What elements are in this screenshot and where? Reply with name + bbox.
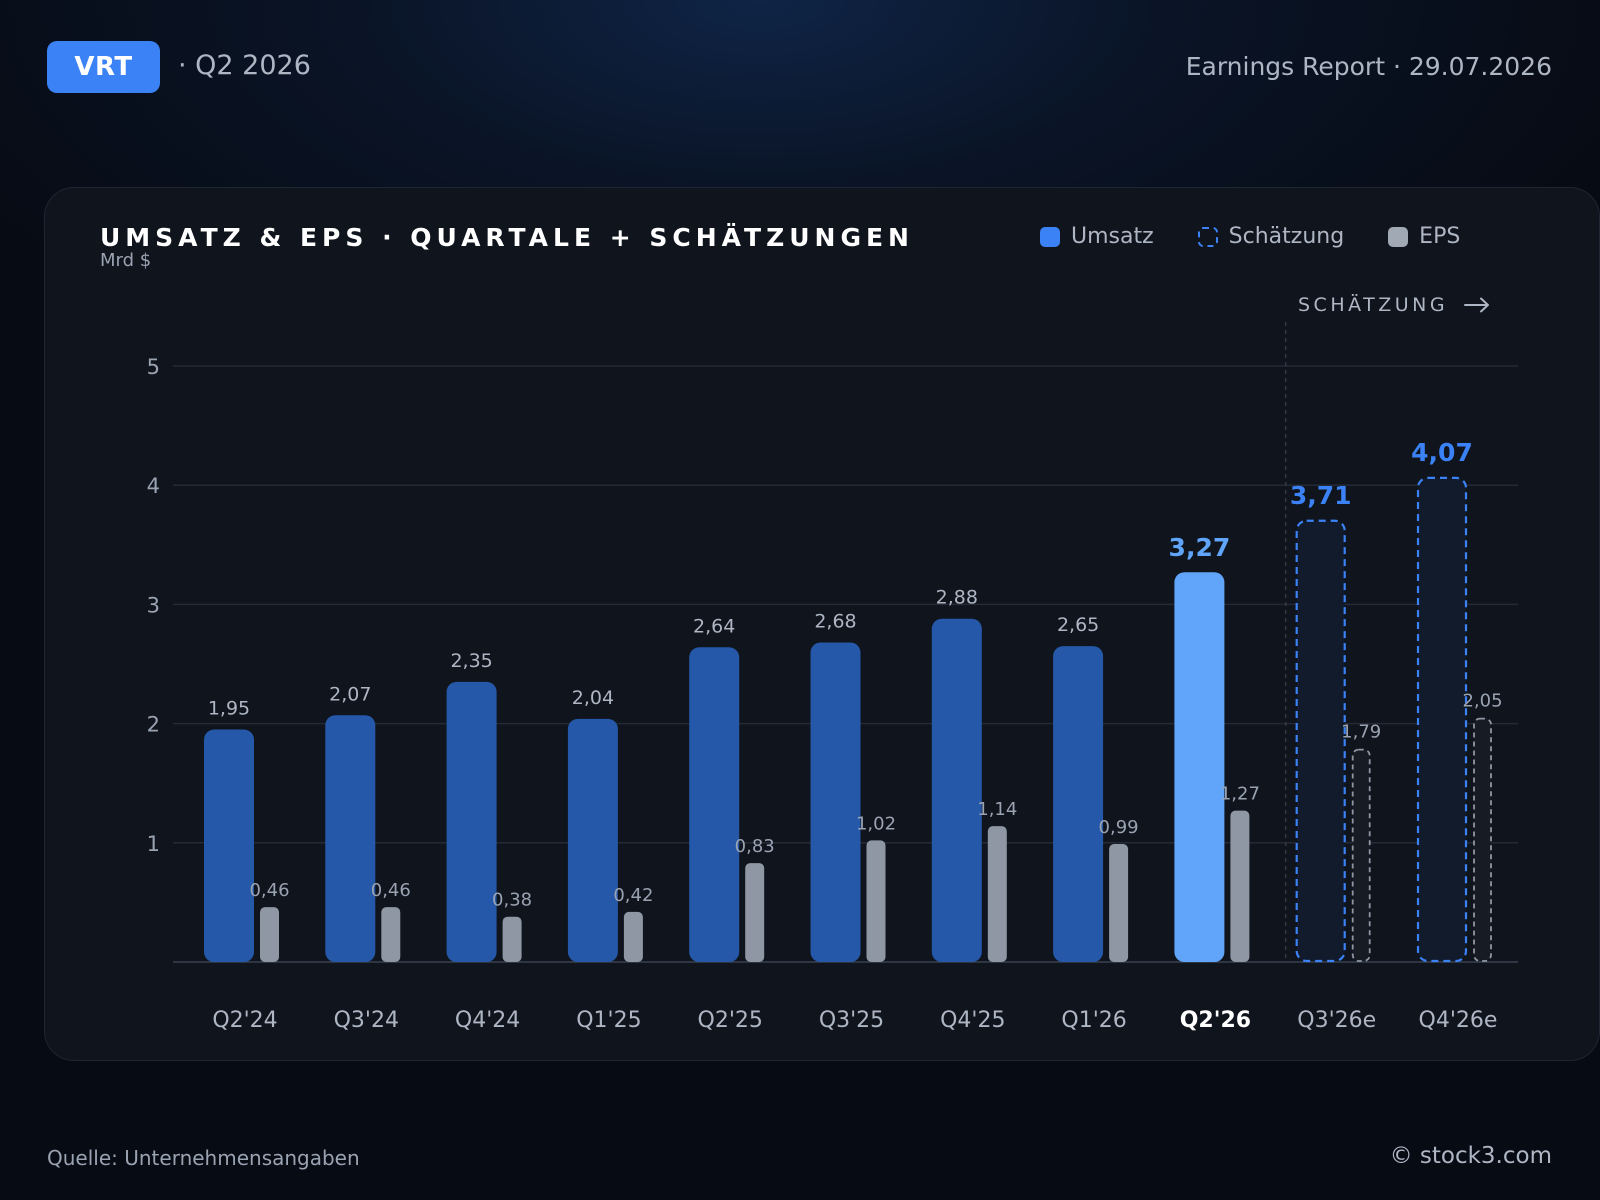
chart-legend: Umsatz Schätzung EPS [1040, 224, 1460, 249]
revenue-bar [810, 642, 861, 962]
legend-item-umsatz: Umsatz [1040, 224, 1154, 249]
revenue-bar [567, 718, 618, 962]
revenue-value-label: 4,07 [1411, 438, 1473, 467]
legend-item-eps: EPS [1388, 224, 1460, 249]
eps-value-label: 2,05 [1462, 691, 1502, 712]
legend-label-umsatz: Umsatz [1071, 224, 1154, 249]
revenue-value-label: 2,68 [814, 611, 856, 633]
chart-title: UMSATZ & EPS · QUARTALE + SCHÄTZUNGEN [100, 223, 914, 252]
chart-unit: Mrd $ [100, 250, 152, 271]
eps-bar [260, 907, 279, 962]
eps-value-label: 0,83 [735, 836, 775, 857]
eps-value-label: 1,27 [1220, 784, 1260, 805]
revenue-value-label: 2,88 [936, 587, 978, 609]
eps-bar-estimate [1473, 717, 1492, 962]
x-tick-label: Q3'24 [334, 1008, 399, 1033]
revenue-bar [689, 647, 740, 962]
eps-value-label: 0,42 [613, 885, 653, 906]
x-tick-label: Q4'25 [940, 1008, 1005, 1033]
eps-bar [987, 826, 1007, 962]
revenue-bar [446, 681, 497, 962]
x-tick-label: Q3'25 [819, 1008, 884, 1033]
eps-value-label: 1,14 [977, 799, 1017, 820]
eps-value-label: 0,99 [1099, 817, 1139, 838]
eps-value-label: 1,79 [1341, 722, 1381, 743]
eps-bar [1230, 810, 1250, 962]
x-tick-label: Q3'26e [1297, 1008, 1376, 1033]
x-tick-label: Q2'26 [1180, 1008, 1251, 1033]
revenue-value-label: 2,04 [572, 687, 614, 709]
eps-bar-estimate [1351, 748, 1371, 962]
legend-swatch-schaetzung [1197, 226, 1218, 247]
y-tick-label: 3 [147, 593, 160, 617]
eps-bar [623, 911, 643, 962]
revenue-bar [931, 618, 982, 962]
revenue-bar [204, 729, 254, 962]
legend-swatch-umsatz [1040, 226, 1060, 247]
x-tick-label: Q4'24 [455, 1008, 520, 1033]
eps-value-label: 0,46 [249, 880, 289, 901]
revenue-bar [1053, 646, 1104, 962]
eps-bar [866, 840, 886, 962]
report-date: Earnings Report · 29.07.2026 [1185, 52, 1552, 81]
legend-swatch-eps [1388, 226, 1409, 247]
eps-bar [745, 863, 765, 962]
revenue-value-label: 2,65 [1057, 614, 1099, 636]
revenue-value-label: 2,35 [450, 650, 492, 672]
revenue-bar [325, 715, 376, 962]
eps-value-label: 0,46 [371, 880, 411, 901]
y-tick-label: 4 [147, 474, 160, 498]
x-tick-label: Q1'25 [576, 1008, 641, 1033]
y-tick-label: 1 [147, 832, 160, 856]
y-tick-label: 5 [147, 355, 160, 379]
x-tick-label: Q1'26 [1061, 1008, 1126, 1033]
source-note: Quelle: Unternehmensangaben [47, 1146, 360, 1170]
revenue-bar-estimate [1295, 519, 1346, 963]
revenue-value-label: 3,71 [1290, 481, 1352, 510]
x-tick-label: Q2'24 [212, 1008, 277, 1033]
legend-item-schaetzung: Schätzung [1197, 224, 1345, 249]
revenue-value-label: 2,64 [693, 615, 735, 637]
ticker-symbol: VRT [74, 52, 133, 82]
revenue-value-label: 2,07 [329, 683, 371, 705]
revenue-bar-current [1174, 572, 1225, 962]
arrow-right-icon [1464, 297, 1490, 313]
eps-bar [381, 907, 401, 962]
eps-bar [502, 916, 522, 962]
revenue-bar-estimate [1416, 476, 1468, 963]
legend-label-eps: EPS [1419, 224, 1461, 249]
revenue-value-label: 3,27 [1169, 533, 1231, 562]
legend-label-schaetzung: Schätzung [1228, 224, 1345, 249]
y-tick-label: 2 [147, 713, 160, 737]
report-period: · Q2 2026 [178, 50, 311, 81]
estimate-marker-label: SCHÄTZUNG [1298, 294, 1449, 316]
copyright: © stock3.com [1389, 1143, 1552, 1169]
ticker-badge: VRT [47, 41, 160, 93]
revenue-value-label: 1,95 [208, 698, 250, 720]
estimate-marker: SCHÄTZUNG [1298, 294, 1490, 316]
x-tick-label: Q4'26e [1419, 1008, 1498, 1033]
eps-value-label: 1,02 [856, 813, 896, 834]
x-tick-label: Q2'25 [698, 1008, 763, 1033]
eps-value-label: 0,38 [492, 890, 532, 911]
eps-bar [1109, 843, 1129, 962]
